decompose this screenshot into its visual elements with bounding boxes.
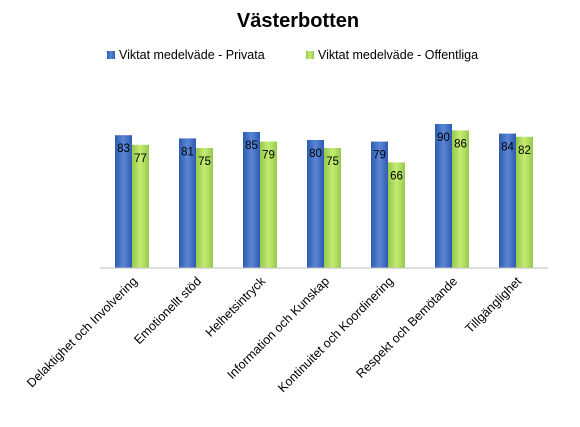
bar-information-och-kunskap-series-1: [307, 140, 324, 268]
data-label-kontinuitet-och-koordinering-series-2: 66: [390, 170, 403, 182]
x-tick-label-helhetsintryck: Helhetsintryck: [203, 274, 269, 340]
data-label-information-och-kunskap-series-1: 80: [309, 148, 322, 160]
data-label-delaktighet-och-involvering-series-2: 77: [134, 153, 147, 165]
bar-tillganglighet-series-1: [499, 133, 516, 268]
data-label-emotionellt-stod-series-2: 75: [198, 156, 211, 168]
data-label-helhetsintryck-series-2: 79: [262, 150, 275, 162]
bar-kontinuitet-och-koordinering-series-2: [388, 162, 405, 268]
data-label-delaktighet-och-involvering-series-1: 83: [117, 143, 130, 155]
x-tick-label-information-och-kunskap: Information och Kunskap: [224, 274, 332, 382]
bar-respekt-och-bemotande-series-1: [435, 124, 452, 268]
bar-information-och-kunskap-series-2: [324, 148, 341, 268]
legend-label-offentliga: Viktat medelväde - Offentliga: [318, 48, 478, 62]
bar-emotionellt-stod-series-2: [196, 148, 213, 268]
data-label-helhetsintryck-series-1: 85: [245, 140, 258, 152]
legend-swatch-offentliga: [306, 51, 314, 59]
plot-area: 83 77 Delaktighet och Involvering 81 75 Emoti…: [24, 124, 533, 395]
data-label-emotionellt-stod-series-1: 81: [181, 146, 194, 158]
x-tick-label-delaktighet-och-involvering: Delaktighet och Involvering: [24, 274, 140, 390]
data-label-respekt-och-bemotande-series-1: 90: [437, 132, 450, 144]
x-tick-label-emotionellt-stod: Emotionellt stöd: [131, 274, 204, 347]
legend-label-privata: Viktat medelväde - Privata: [119, 48, 265, 62]
data-label-kontinuitet-och-koordinering-series-1: 79: [373, 150, 386, 162]
bar-tillganglighet-series-2: [516, 136, 533, 268]
data-label-tillganglighet-series-2: 82: [518, 145, 531, 157]
bar-delaktighet-och-involvering-series-1: [115, 135, 132, 268]
legend: Viktat medelväde - Privata Viktat medelv…: [107, 48, 478, 62]
x-tick-label-kontinuitet-och-koordinering: Kontinuitet och Koordinering: [275, 274, 396, 395]
data-label-information-och-kunskap-series-2: 75: [326, 156, 339, 168]
bar-emotionellt-stod-series-1: [179, 138, 196, 268]
chart-title: Västerbotten: [237, 10, 359, 32]
bar-helhetsintryck-series-2: [260, 141, 277, 268]
data-label-respekt-och-bemotande-series-2: 86: [454, 138, 467, 150]
legend-swatch-privata: [107, 51, 115, 59]
bar-kontinuitet-och-koordinering-series-1: [371, 141, 388, 268]
bar-helhetsintryck-series-1: [243, 132, 260, 268]
bar-delaktighet-och-involvering-series-2: [132, 144, 149, 268]
data-label-tillganglighet-series-1: 84: [501, 142, 514, 154]
x-tick-label-tillganglighet: Tillgänglighet: [462, 274, 524, 336]
bar-respekt-och-bemotande-series-2: [452, 130, 469, 268]
